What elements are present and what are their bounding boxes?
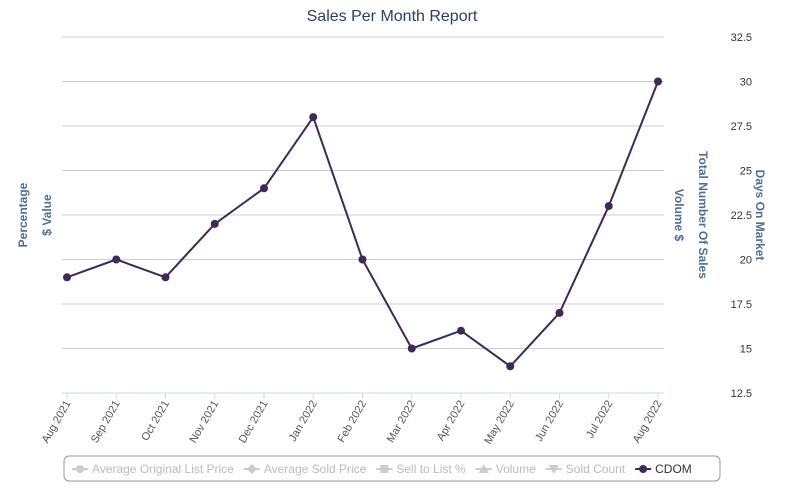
- x-tick-label: Aug 2022: [631, 399, 665, 446]
- x-tick-label: Feb 2022: [335, 399, 369, 445]
- y-tick-label: 17.5: [731, 299, 752, 311]
- legend-item-average-sold-price[interactable]: Average Sold Price: [243, 462, 367, 476]
- axis-title-volume: Volume $: [672, 189, 686, 242]
- legend-label: Volume: [496, 462, 536, 476]
- x-tick-label: May 2022: [482, 399, 517, 447]
- cdom-data-point[interactable]: [63, 273, 71, 282]
- y-tick-label: 12.5: [731, 388, 752, 400]
- cdom-data-point[interactable]: [604, 202, 613, 211]
- y-tick-label: 25: [740, 166, 752, 178]
- y-tick-label: 15: [740, 344, 752, 356]
- legend-label: Average Original List Price: [92, 462, 234, 476]
- axis-title-days-on-market: Days On Market: [753, 170, 767, 261]
- y-tick-label: 20: [740, 255, 752, 267]
- cdom-line: [66, 81, 659, 368]
- legend-triangle-down-icon: [548, 465, 559, 474]
- x-tick-label: Dec 2021: [237, 399, 271, 446]
- x-tick-label: Jan 2022: [287, 399, 320, 444]
- legend-label: Average Sold Price: [264, 462, 367, 476]
- x-tick-label: Mar 2022: [385, 399, 419, 445]
- x-tick-marks: [66, 393, 659, 399]
- x-tick-label: Jun 2022: [533, 399, 566, 444]
- legend-item-average-original-list-price[interactable]: Average Original List Price: [72, 462, 234, 476]
- legend-item-volume[interactable]: Volume: [475, 462, 536, 476]
- legend-circle-icon: [76, 465, 84, 473]
- legend-label: Sold Count: [566, 462, 626, 476]
- y-tick-label: 30: [740, 77, 752, 89]
- x-tick-label: Nov 2021: [187, 399, 221, 446]
- x-tick-labels: Aug 2021 Sep 2021 Oct 2021 Nov 2021 Dec 2021…: [40, 399, 665, 447]
- y-tick-label: 32.5: [731, 32, 752, 44]
- legend-label: CDOM: [655, 462, 692, 476]
- legend-item-sold-count[interactable]: Sold Count: [545, 462, 626, 476]
- axis-title-total-sales: Total Number Of Sales: [696, 151, 710, 279]
- legend-diamond-icon: [246, 464, 257, 474]
- cdom-data-point[interactable]: [654, 77, 662, 86]
- x-tick-label: Aug 2021: [40, 399, 74, 446]
- cdom-data-point[interactable]: [407, 344, 416, 353]
- y-tick-label: 22.5: [731, 210, 752, 222]
- x-tick-label: Sep 2021: [89, 399, 123, 446]
- legend-circle-icon: [639, 465, 648, 473]
- legend-triangle-icon: [478, 464, 489, 473]
- cdom-data-point[interactable]: [309, 113, 318, 122]
- cdom-data-point[interactable]: [457, 326, 465, 335]
- axis-title-percentage: Percentage: [16, 182, 30, 247]
- legend-item-sell-to-list[interactable]: Sell to List %: [376, 462, 466, 476]
- legend-label: Sell to List %: [396, 462, 466, 476]
- legend: Average Original List Price Average Sold …: [72, 462, 692, 476]
- chart-title: Sales Per Month Report: [307, 8, 478, 25]
- legend-item-cdom[interactable]: CDOM: [635, 462, 692, 476]
- x-tick-label: Jul 2022: [584, 399, 615, 441]
- gridlines: [62, 36, 664, 349]
- x-tick-label: Apr 2022: [435, 399, 468, 444]
- legend-square-icon: [380, 465, 389, 473]
- cdom-data-point[interactable]: [210, 219, 219, 228]
- cdom-data-point[interactable]: [506, 362, 515, 371]
- cdom-data-point[interactable]: [161, 273, 170, 282]
- y-right-tick-labels: 12.5 15 17.5 20 22.5 25 27.5 30 32.5: [731, 32, 752, 400]
- cdom-series: [63, 77, 662, 371]
- cdom-data-point[interactable]: [112, 255, 121, 264]
- y-tick-label: 27.5: [731, 121, 752, 133]
- axis-title-value: $ Value: [40, 194, 54, 236]
- x-tick-label: Oct 2021: [139, 399, 172, 444]
- cdom-data-point[interactable]: [260, 184, 268, 193]
- cdom-data-point[interactable]: [358, 255, 367, 264]
- cdom-data-point[interactable]: [555, 308, 564, 317]
